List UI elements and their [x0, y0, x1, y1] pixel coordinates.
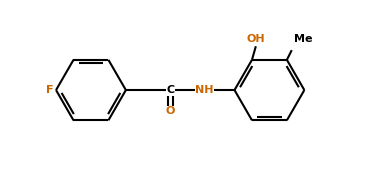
Text: Me: Me — [294, 34, 312, 44]
Text: O: O — [166, 106, 175, 116]
Text: C: C — [166, 85, 175, 95]
Text: NH: NH — [195, 85, 214, 95]
Text: F: F — [46, 85, 53, 95]
Text: OH: OH — [247, 34, 265, 44]
